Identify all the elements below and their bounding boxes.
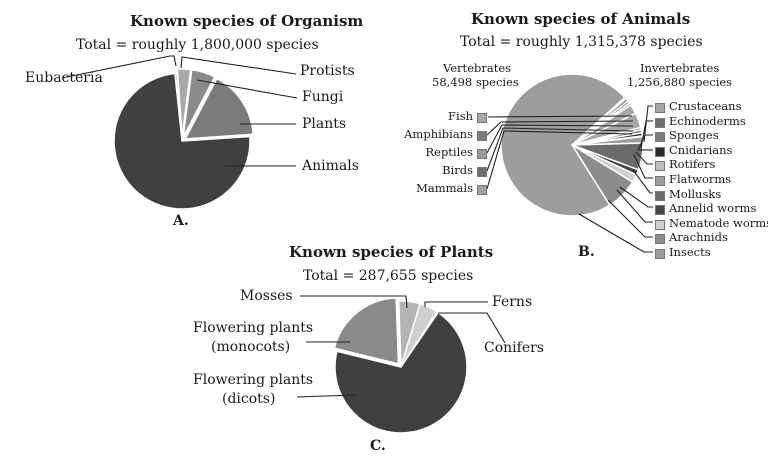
label-monocots-line2: (monocots) <box>211 339 291 355</box>
pie-slice-insects <box>500 73 626 217</box>
legend-label: Nematode worms <box>669 215 768 230</box>
label-fungi: Fungi <box>302 89 344 105</box>
chart-a-title: Known species of Organism <box>130 12 364 30</box>
legend-item-flatworms: Flatworms <box>655 172 731 186</box>
legend-label: Crustaceans <box>669 99 742 113</box>
vertebrates-count: 58,498 species <box>432 75 519 89</box>
label-eubacteria: Eubacteria <box>25 70 103 86</box>
invertebrates-count: 1,256,880 species <box>627 75 733 89</box>
legend-item-echinoderms: Echinoderms <box>655 114 746 128</box>
legend-swatch <box>477 149 487 159</box>
legend-label: Mammals <box>416 181 473 195</box>
pie-slice-fungi <box>182 68 216 138</box>
legend-item-crustaceans: Crustaceans <box>655 99 742 113</box>
legend-swatch <box>655 132 665 143</box>
legend-label: Amphibians <box>404 127 473 141</box>
legend-swatch <box>655 161 665 172</box>
legend-item-reptiles: Reptiles <box>425 145 487 159</box>
legend-swatch <box>655 205 665 216</box>
legend-label: Mollusks <box>669 186 722 201</box>
label-dicots-line1: Flowering plants <box>193 372 314 388</box>
legend-swatch <box>655 176 665 186</box>
legend-item-amphibians: Amphibians <box>404 127 487 141</box>
legend-label: Sponges <box>669 128 719 143</box>
leader-lines <box>61 55 653 398</box>
legend-label: Birds <box>442 163 473 177</box>
legend-item-sponges: Sponges <box>655 128 719 143</box>
pie-slice-flowering-plants-dicots- <box>334 311 468 434</box>
panel-label-c: C. <box>370 438 386 454</box>
legend-label: Fish <box>448 109 473 123</box>
legend-item-birds: Birds <box>442 163 487 177</box>
legend-item-nematode-worms: Nematode worms <box>655 216 768 230</box>
label-dicots-line2: (dicots) <box>222 391 276 407</box>
chart-b-title: Known species of Animals <box>471 10 691 28</box>
legend-item-rotifers: Rotifers <box>655 157 716 172</box>
legend-label: Cnidarians <box>669 142 733 157</box>
legend-swatch <box>477 185 487 195</box>
panel-label-a: A. <box>173 213 189 229</box>
label-ferns: Ferns <box>492 294 533 310</box>
legend-item-insects: Insects <box>655 245 711 259</box>
label-animals: Animals <box>302 158 359 174</box>
legend-label: Annelid worms <box>669 201 757 216</box>
legend-item-annelid-worms: Annelid worms <box>655 201 757 216</box>
legend-label: Arachnids <box>669 230 728 245</box>
invertebrates-label: Invertebrates <box>640 61 720 75</box>
legend-swatch <box>655 219 665 230</box>
legend-swatch <box>655 117 665 128</box>
legend-label: Reptiles <box>425 145 473 159</box>
legend-swatch <box>477 131 487 141</box>
legend-label: Echinoderms <box>669 113 746 128</box>
legend-item-mammals: Mammals <box>416 181 487 195</box>
pie-slice-plants <box>184 77 254 140</box>
label-monocots-line1: Flowering plants <box>193 320 314 336</box>
legend-swatch <box>655 234 665 245</box>
label-plants: Plants <box>302 116 347 132</box>
panel-label-b: B. <box>578 244 595 260</box>
pie-slice-protists <box>176 68 192 138</box>
legend-swatch <box>655 103 665 113</box>
legend-swatch <box>477 113 487 123</box>
legend-item-cnidarians: Cnidarians <box>655 143 732 157</box>
legend-item-fish: Fish <box>448 109 487 123</box>
pie-plants <box>333 297 468 434</box>
pie-slice-flowering-plants-monocots- <box>333 297 400 365</box>
vertebrates-label: Vertebrates <box>443 61 512 75</box>
chart-c-title: Known species of Plants <box>289 243 494 261</box>
label-conifers: Conifers <box>484 340 544 356</box>
legend-swatch <box>655 249 665 259</box>
legend-swatch <box>477 167 487 177</box>
pie-organisms <box>113 68 254 210</box>
pie-slice-animals <box>113 72 251 210</box>
legend-label: Insects <box>669 245 711 259</box>
label-mosses: Mosses <box>240 288 293 304</box>
chart-a-subtitle: Total = roughly 1,800,000 species <box>76 37 319 53</box>
legend-label: Rotifers <box>669 157 716 172</box>
legend-item-mollusks: Mollusks <box>655 187 721 201</box>
chart-b-subtitle: Total = roughly 1,315,378 species <box>460 34 703 50</box>
chart-c-subtitle: Total = 287,655 species <box>303 268 474 284</box>
legend-label: Flatworms <box>669 172 732 186</box>
legend-swatch <box>655 190 665 201</box>
legend-item-arachnids: Arachnids <box>655 230 728 245</box>
legend-swatch <box>655 146 665 157</box>
label-protists: Protists <box>300 63 355 79</box>
